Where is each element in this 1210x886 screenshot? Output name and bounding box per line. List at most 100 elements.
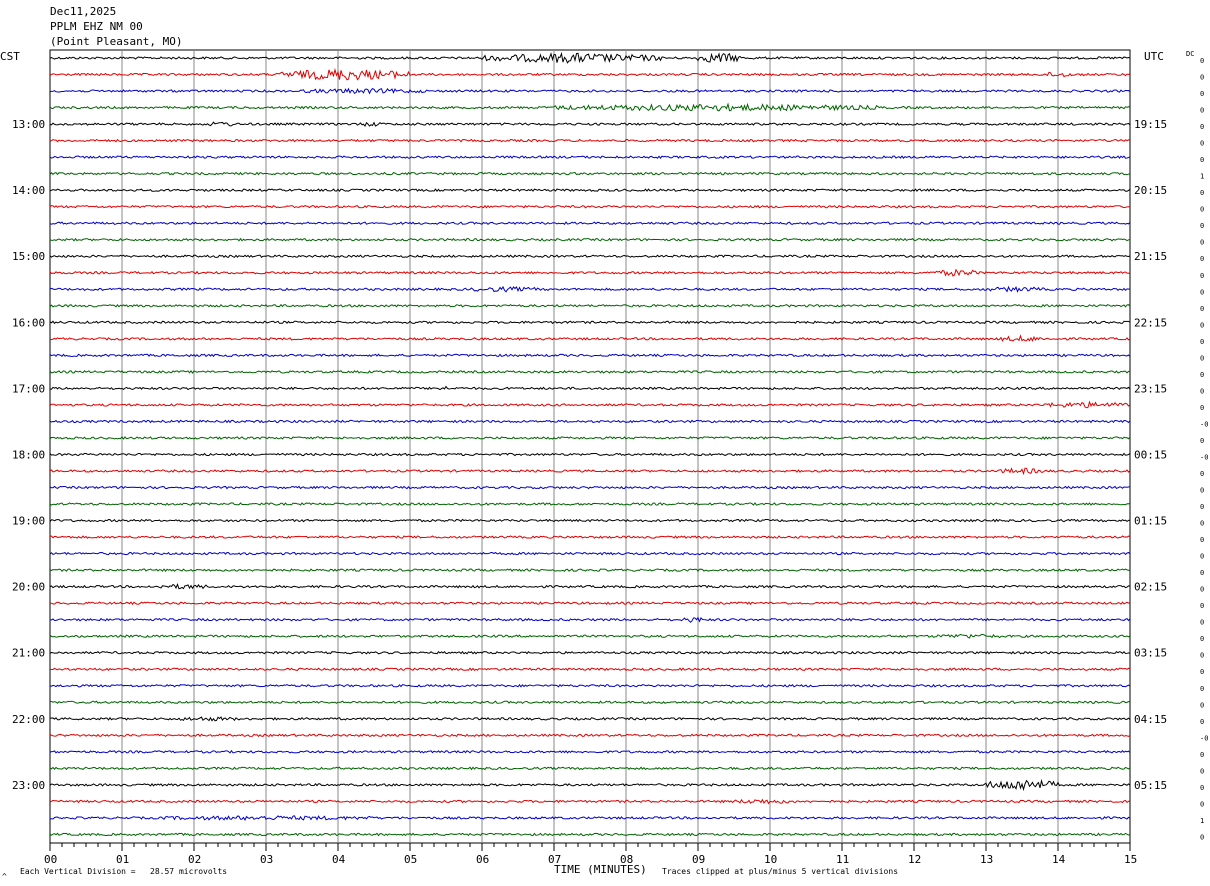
x-tick-label: 07 (548, 853, 561, 866)
dc-value: 0 (1200, 619, 1204, 627)
dc-value: 0 (1200, 140, 1204, 148)
dc-value: 0 (1200, 222, 1204, 230)
utc-zone-label: UTC (1144, 50, 1164, 63)
trace-row-18 (49, 353, 1131, 358)
dc-value: 0 (1200, 569, 1204, 577)
trace-row-37 (49, 667, 1131, 672)
dc-value: 0 (1200, 635, 1204, 643)
x-tick-label: 11 (836, 853, 849, 866)
utc-hour-label: 22:15 (1134, 316, 1167, 329)
dc-value: 0 (1200, 255, 1204, 263)
cst-hour-label: 18:00 (12, 448, 45, 461)
dc-value: 0 (1200, 586, 1204, 594)
trace-row-42 (49, 749, 1131, 754)
dc-value: 0 (1200, 718, 1204, 726)
x-tick-label: 02 (188, 853, 201, 866)
dc-value: 1 (1200, 817, 1204, 825)
trace-row-39 (49, 700, 1131, 705)
trace-row-8 (49, 188, 1131, 192)
dc-value: 0 (1200, 189, 1204, 197)
dc-value: 0 (1200, 652, 1204, 660)
trace-row-41 (49, 733, 1131, 738)
dc-value: 0 (1200, 57, 1204, 65)
trace-row-21 (49, 400, 1131, 409)
corner-mark: ^ (2, 872, 7, 881)
trace-row-27 (49, 502, 1131, 506)
plot-frame (49, 49, 1131, 844)
x-tick-label: 14 (1052, 853, 1066, 866)
trace-row-23 (49, 436, 1131, 440)
x-tick-label: 04 (332, 853, 346, 866)
cst-hour-label: 17:00 (12, 382, 45, 395)
dc-value: 0 (1200, 520, 1204, 528)
trace-row-13 (49, 268, 1131, 277)
dc-value: 0 (1200, 553, 1204, 561)
dc-value: 0 (1200, 354, 1204, 362)
dc-value: 0 (1200, 90, 1204, 98)
dc-value: 0 (1200, 321, 1204, 329)
cst-hour-label: 20:00 (12, 581, 45, 594)
dc-value: 0 (1200, 701, 1204, 709)
cst-hour-label: 21:00 (12, 647, 45, 660)
dc-value: 0 (1200, 470, 1204, 478)
dc-value: 0 (1200, 156, 1204, 164)
trace-row-22 (49, 419, 1131, 424)
cst-hour-label: 19:00 (12, 515, 45, 528)
dc-value: 0 (1200, 668, 1204, 676)
x-axis-title: TIME (MINUTES) (554, 863, 647, 876)
dc-value: 0 (1200, 536, 1204, 544)
dc-header-label: DC (1186, 50, 1194, 58)
x-tick-label: 15 (1124, 853, 1137, 866)
cst-hour-label: 16:00 (12, 316, 45, 329)
x-tick-label: 10 (764, 853, 777, 866)
trace-row-47 (49, 832, 1131, 837)
trace-row-15 (49, 303, 1131, 308)
dc-value: 0 (1200, 767, 1204, 775)
trace-row-31 (49, 568, 1131, 573)
trace-row-7 (49, 171, 1131, 176)
x-tick-label: 00 (44, 853, 57, 866)
trace-row-32 (49, 583, 1131, 590)
dc-value: -0 (1200, 420, 1208, 428)
trace-row-5 (49, 138, 1131, 143)
dc-value: 0 (1200, 404, 1204, 412)
cst-hour-label: 23:00 (12, 779, 45, 792)
x-tick-label: 01 (116, 853, 129, 866)
cst-zone-label: CST (0, 50, 20, 63)
dc-value: 0 (1200, 239, 1204, 247)
trace-row-9 (49, 204, 1131, 209)
trace-row-35 (49, 633, 1131, 639)
utc-hour-label: 04:15 (1134, 713, 1167, 726)
trace-row-16 (49, 320, 1131, 325)
cst-hour-label: 22:00 (12, 713, 45, 726)
trace-row-19 (49, 370, 1131, 374)
trace-row-33 (49, 601, 1131, 606)
trace-row-6 (49, 155, 1131, 160)
trace-row-4 (49, 121, 1131, 128)
x-tick-label: 13 (980, 853, 993, 866)
dc-value: -0 (1200, 453, 1208, 461)
utc-hour-label: 23:15 (1134, 382, 1167, 395)
dc-value: 0 (1200, 305, 1204, 313)
trace-row-20 (49, 385, 1131, 391)
dc-value: 1 (1200, 173, 1204, 181)
x-tick-label: 05 (404, 853, 417, 866)
trace-row-3 (49, 102, 1131, 112)
trace-row-10 (49, 221, 1131, 225)
trace-row-36 (49, 650, 1131, 655)
dc-value: 0 (1200, 74, 1204, 82)
dc-value: 0 (1200, 123, 1204, 131)
trace-row-1 (49, 67, 1131, 81)
trace-row-43 (49, 766, 1131, 771)
utc-hour-label: 21:15 (1134, 250, 1167, 263)
cst-hour-label: 13:00 (12, 118, 45, 131)
trace-row-34 (49, 616, 1131, 623)
dc-value: 0 (1200, 503, 1204, 511)
utc-hour-label: 05:15 (1134, 779, 1167, 792)
trace-row-0 (49, 51, 1131, 64)
header-location: (Point Pleasant, MO) (50, 35, 183, 48)
x-tick-label: 03 (260, 853, 273, 866)
dc-value: 0 (1200, 272, 1204, 280)
dc-value: 0 (1200, 784, 1204, 792)
